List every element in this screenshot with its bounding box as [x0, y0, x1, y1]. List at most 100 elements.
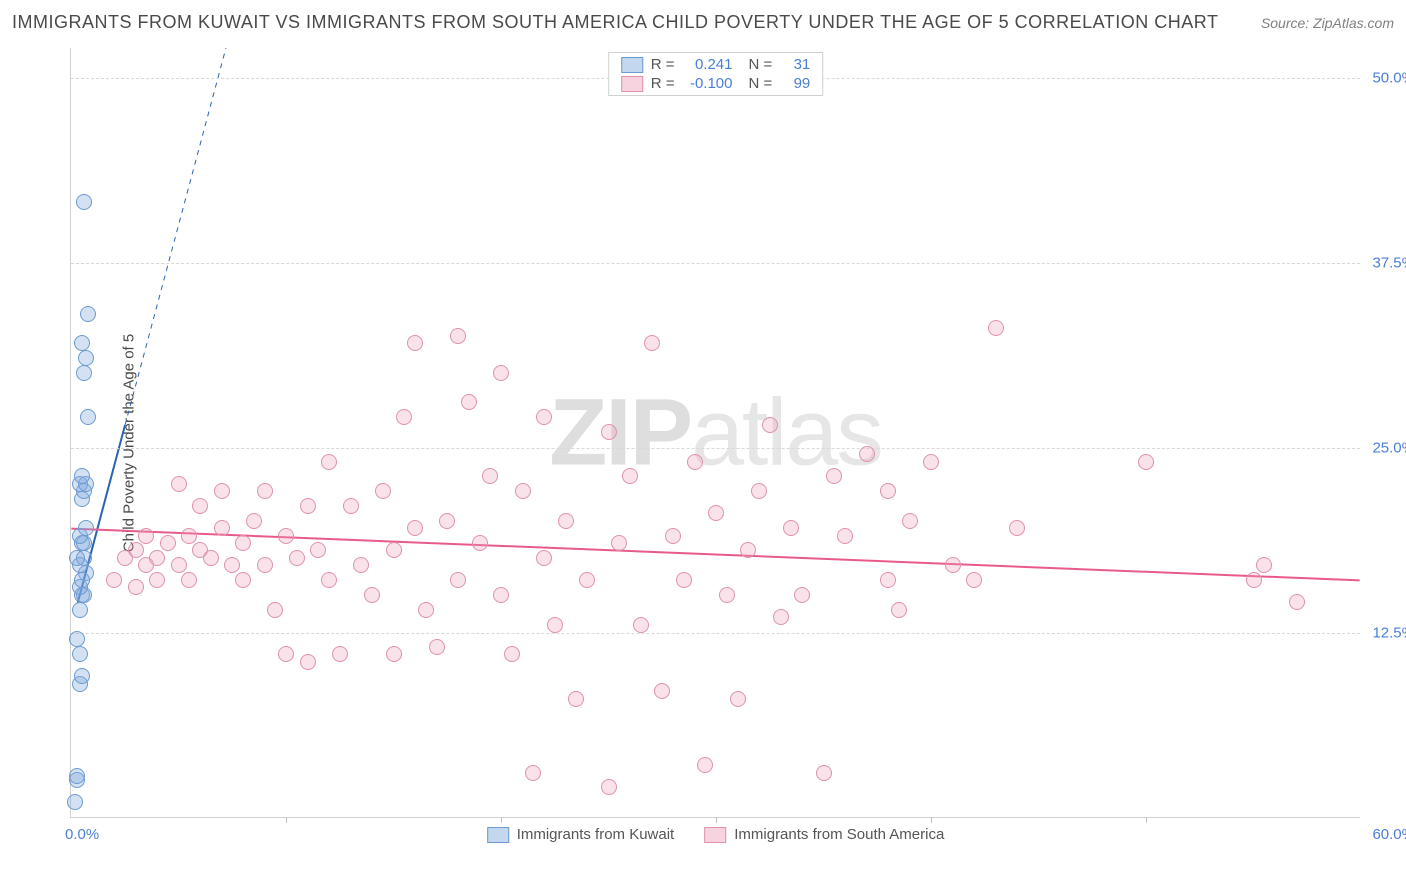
data-point [493, 365, 509, 381]
x-tick [716, 817, 717, 823]
data-point [611, 535, 627, 551]
data-point [224, 557, 240, 573]
data-point [1256, 557, 1272, 573]
gridline [71, 448, 1360, 449]
y-tick-label: 37.5% [1372, 254, 1406, 271]
data-point [665, 528, 681, 544]
data-point [69, 550, 85, 566]
data-point [74, 668, 90, 684]
data-point [138, 528, 154, 544]
data-point [160, 535, 176, 551]
data-point [192, 498, 208, 514]
data-point [69, 768, 85, 784]
data-point [80, 409, 96, 425]
data-point [568, 691, 584, 707]
data-point [72, 602, 88, 618]
data-point [547, 617, 563, 633]
n-value-0: 31 [780, 56, 810, 73]
data-point [149, 572, 165, 588]
data-point [171, 557, 187, 573]
data-point [74, 468, 90, 484]
data-point [74, 335, 90, 351]
data-point [72, 646, 88, 662]
data-point [493, 587, 509, 603]
plot-area: ZIPatlas R = 0.241 N = 31 R = -0.100 N =… [70, 48, 1360, 818]
data-point [1138, 454, 1154, 470]
legend-label-0: Immigrants from Kuwait [517, 826, 675, 843]
data-point [321, 454, 337, 470]
data-point [923, 454, 939, 470]
data-point [235, 535, 251, 551]
n-label: N = [749, 56, 773, 73]
data-point [633, 617, 649, 633]
trend-lines-svg [71, 48, 1360, 817]
y-tick-label: 50.0% [1372, 69, 1406, 86]
data-point [783, 520, 799, 536]
data-point [310, 542, 326, 558]
data-point [740, 542, 756, 558]
legend-swatch-1 [621, 76, 643, 92]
data-point [257, 557, 273, 573]
data-point [1289, 594, 1305, 610]
data-point [558, 513, 574, 529]
data-point [966, 572, 982, 588]
data-point [816, 765, 832, 781]
data-point [78, 520, 94, 536]
x-tick [1146, 817, 1147, 823]
n-value-1: 99 [780, 75, 810, 92]
data-point [278, 528, 294, 544]
data-point [472, 535, 488, 551]
data-point [246, 513, 262, 529]
data-point [880, 483, 896, 499]
data-point [945, 557, 961, 573]
data-point [1009, 520, 1025, 536]
chart-title: IMMIGRANTS FROM KUWAIT VS IMMIGRANTS FRO… [12, 12, 1218, 33]
data-point [504, 646, 520, 662]
data-point [203, 550, 219, 566]
x-axis-min-label: 0.0% [65, 826, 99, 843]
data-point [69, 631, 85, 647]
r-value-0: 0.241 [683, 56, 733, 73]
x-axis-max-label: 60.0% [1372, 826, 1406, 843]
data-point [74, 572, 90, 588]
data-point [601, 779, 617, 795]
data-point [76, 194, 92, 210]
x-tick [501, 817, 502, 823]
data-point [794, 587, 810, 603]
data-point [214, 483, 230, 499]
data-point [450, 328, 466, 344]
n-label: N = [749, 75, 773, 92]
data-point [902, 513, 918, 529]
data-point [300, 498, 316, 514]
data-point [67, 794, 83, 810]
legend-row-series-1: R = -0.100 N = 99 [609, 74, 823, 93]
data-point [773, 609, 789, 625]
data-point [76, 365, 92, 381]
legend-label-1: Immigrants from South America [734, 826, 944, 843]
data-point [257, 483, 273, 499]
data-point [837, 528, 853, 544]
legend-swatch-icon [704, 827, 726, 843]
data-point [418, 602, 434, 618]
data-point [461, 394, 477, 410]
source-label: Source: ZipAtlas.com [1261, 15, 1394, 31]
data-point [78, 350, 94, 366]
data-point [644, 335, 660, 351]
data-point [891, 602, 907, 618]
data-point [278, 646, 294, 662]
data-point [80, 306, 96, 322]
data-point [321, 572, 337, 588]
r-value-1: -0.100 [683, 75, 733, 92]
data-point [601, 424, 617, 440]
data-point [687, 454, 703, 470]
r-label: R = [651, 56, 675, 73]
data-point [386, 542, 402, 558]
data-point [482, 468, 498, 484]
data-point [708, 505, 724, 521]
legend-swatch-0 [621, 57, 643, 73]
y-tick-label: 25.0% [1372, 439, 1406, 456]
data-point [407, 520, 423, 536]
x-tick [931, 817, 932, 823]
data-point [429, 639, 445, 655]
data-point [128, 579, 144, 595]
